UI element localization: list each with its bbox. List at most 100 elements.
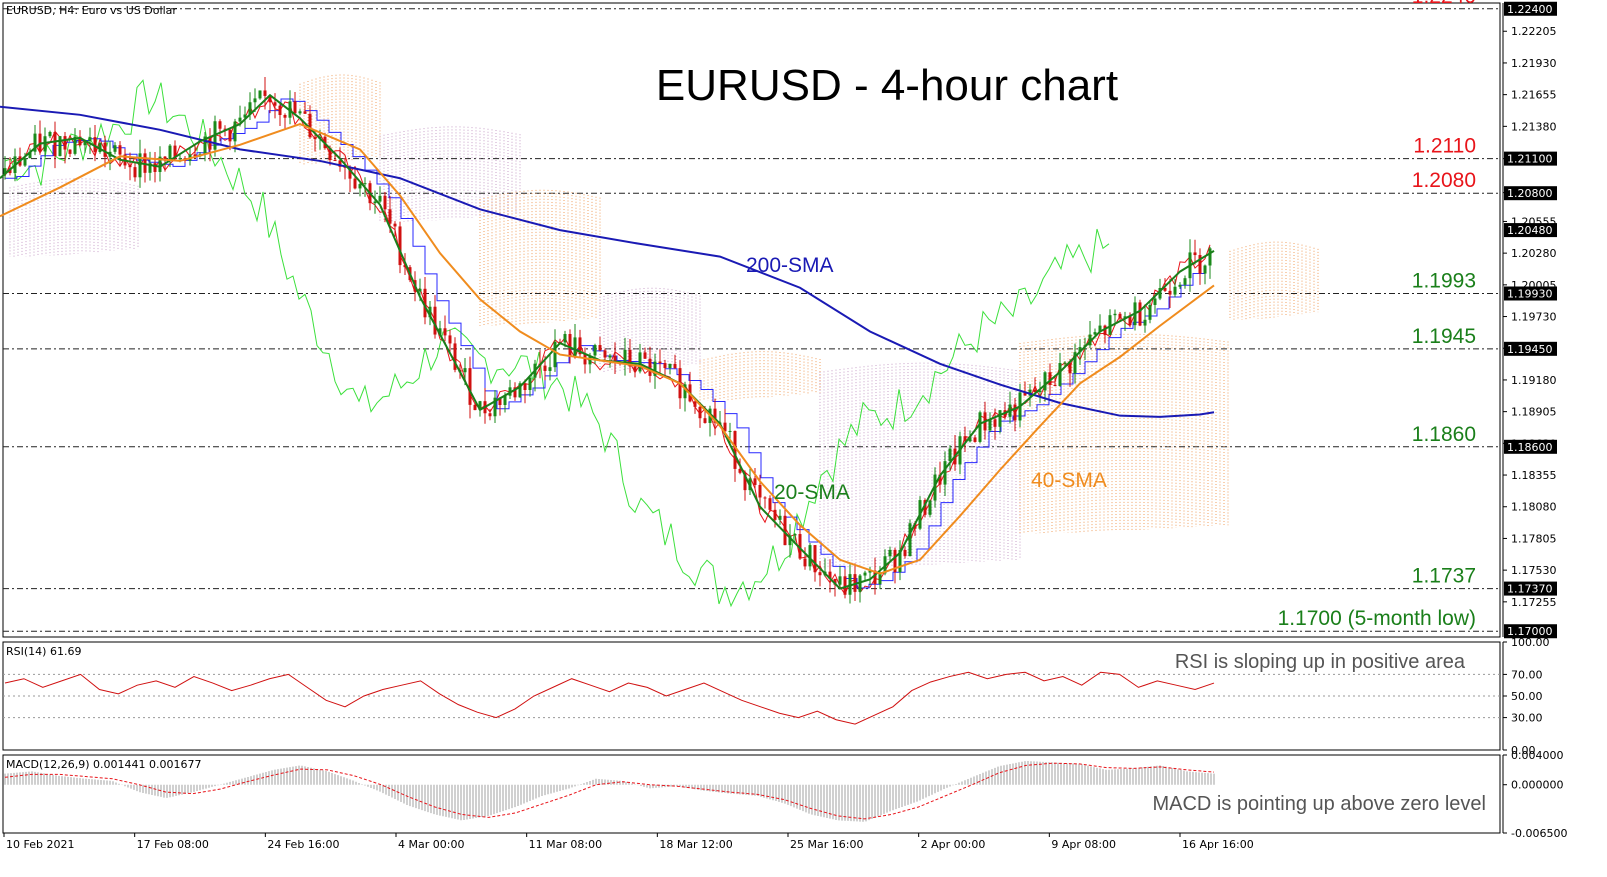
candle-body <box>428 306 432 318</box>
candle-body <box>963 436 967 442</box>
candle-body <box>418 288 422 292</box>
candle-body <box>263 90 267 96</box>
candle-body <box>493 397 497 417</box>
candle-body <box>128 165 132 168</box>
rsi-tick-label: 70.00 <box>1511 668 1543 681</box>
candle-body <box>908 523 912 557</box>
candle-body <box>513 387 517 398</box>
candle-body <box>23 158 27 166</box>
candle-body <box>1038 390 1042 393</box>
candle-body <box>808 545 812 567</box>
candle-body <box>763 497 767 499</box>
x-tick-label: 9 Apr 08:00 <box>1051 838 1116 851</box>
level-price-tag: 1.18600 <box>1504 439 1557 454</box>
candle-body <box>798 534 802 559</box>
candle-body <box>1198 255 1202 274</box>
candle-body <box>973 437 977 442</box>
candle-body <box>333 159 337 161</box>
level-price-tag: 1.20800 <box>1504 186 1557 201</box>
level-tag-box <box>1504 186 1557 201</box>
candle-body <box>243 114 247 118</box>
rsi-tick-label: 30.00 <box>1511 712 1543 725</box>
rsi-annotation: RSI is sloping up in positive area <box>1175 651 1466 673</box>
rsi-line <box>4 671 1215 725</box>
candle-body <box>453 343 457 370</box>
candle-body <box>293 101 297 114</box>
candle-body <box>218 121 222 129</box>
candle-body <box>578 337 582 355</box>
candle-body <box>593 345 597 356</box>
candle-body <box>448 335 452 344</box>
candle-body <box>403 265 407 268</box>
x-tick-label: 25 Mar 16:00 <box>790 838 863 851</box>
lagging-span-line <box>4 79 1110 608</box>
candle-body <box>623 349 627 365</box>
rsi-title: RSI(14) 61.69 <box>6 645 81 658</box>
candle-body <box>1098 325 1102 333</box>
candle-body <box>928 500 932 515</box>
candle-body <box>48 131 52 137</box>
candle-body <box>1068 362 1072 374</box>
candle-body <box>1183 278 1187 285</box>
candle-body <box>1013 404 1017 421</box>
candle-body <box>838 576 842 585</box>
x-tick-label: 18 Mar 12:00 <box>659 838 732 851</box>
x-axis: 10 Feb 2021 17 Feb 08:00 24 Feb 16:00 4 Mar… <box>3 833 1254 851</box>
level-tag-text: 1.19450 <box>1507 343 1553 356</box>
current-price-tag: 1.20480 <box>1504 223 1557 238</box>
current-price-box <box>1504 223 1557 238</box>
level-label: 1.1737 <box>1412 565 1476 588</box>
candle-body <box>858 575 862 592</box>
candle-body <box>148 163 152 173</box>
candle-body <box>488 413 492 417</box>
candle-body <box>1168 290 1172 295</box>
y-tick-label: 1.21380 <box>1511 120 1557 133</box>
y-tick-label: 1.17530 <box>1511 564 1557 577</box>
candle-body <box>868 570 872 573</box>
candle-body <box>703 418 707 423</box>
candle-body <box>1173 286 1177 295</box>
candle-body <box>1163 287 1167 291</box>
candle-body <box>518 383 522 398</box>
candle-body <box>943 461 947 485</box>
candle-body <box>998 410 1002 427</box>
candle-body <box>203 136 207 155</box>
candle-body <box>573 337 577 357</box>
candle-body <box>603 350 607 358</box>
candle-body <box>1093 332 1097 335</box>
candle-body <box>1178 284 1182 287</box>
candle-body <box>363 183 367 185</box>
candle-body <box>1193 252 1197 256</box>
candle-body <box>113 145 117 152</box>
candle-body <box>1103 325 1107 335</box>
candle-body <box>738 468 742 473</box>
candle-body <box>768 498 772 510</box>
candle-body <box>1113 313 1117 316</box>
series-label: 20-SMA <box>774 481 850 504</box>
x-tick-label: 2 Apr 00:00 <box>921 838 986 851</box>
candle-body <box>193 154 197 157</box>
candle-body <box>268 95 272 103</box>
candle-body <box>713 408 717 423</box>
candle-body <box>828 571 832 579</box>
candle-body <box>563 334 567 343</box>
candle-body <box>28 151 32 159</box>
candle-body <box>378 195 382 202</box>
candle-body <box>648 358 652 376</box>
candle-body <box>893 549 897 572</box>
candle-body <box>938 474 942 485</box>
candle-body <box>553 341 557 368</box>
level-tag-box <box>1504 151 1557 166</box>
x-tick-label: 10 Feb 2021 <box>6 838 74 851</box>
candle-body <box>528 377 532 390</box>
sma-line <box>0 105 1215 418</box>
candle-body <box>628 349 632 367</box>
y-tick-label: 1.19730 <box>1511 311 1557 324</box>
y-tick-label: 1.18080 <box>1511 501 1557 514</box>
candle-body <box>818 572 822 576</box>
candle-body <box>1053 384 1057 387</box>
candle-body <box>373 201 377 204</box>
level-tag-text: 1.18600 <box>1507 441 1553 454</box>
y-tick-label: 1.17805 <box>1511 532 1557 545</box>
candle-body <box>103 142 107 157</box>
